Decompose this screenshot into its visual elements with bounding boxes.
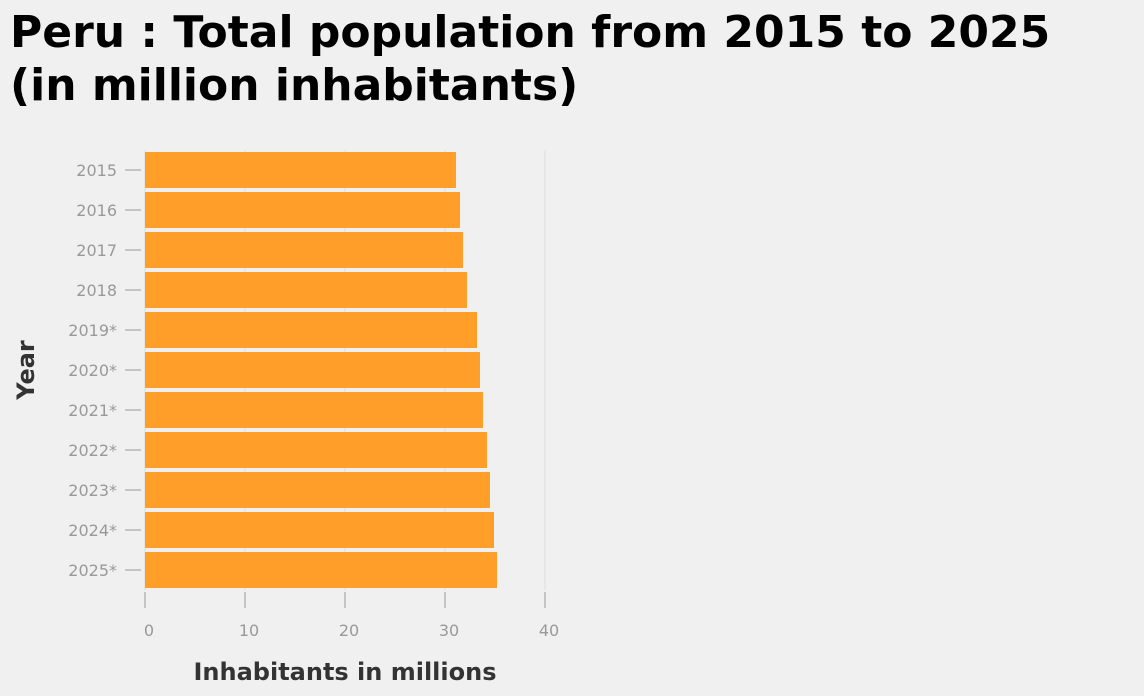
y-tick-label: 2019* — [68, 321, 117, 340]
bar — [145, 552, 497, 588]
bar — [145, 352, 480, 388]
x-tick-label: 0 — [144, 621, 154, 640]
x-tick-label: 10 — [239, 621, 259, 640]
y-tick-label: 2023* — [68, 481, 117, 500]
y-tick-label: 2016 — [76, 201, 117, 220]
x-axis-title: Inhabitants in millions — [193, 658, 496, 686]
bar — [145, 512, 494, 548]
chart-title: Peru : Total population from 2015 to 202… — [10, 7, 1051, 111]
bar — [145, 152, 456, 188]
bar — [145, 232, 463, 268]
x-tick-label: 30 — [439, 621, 459, 640]
bar — [145, 192, 460, 228]
y-tick-label: 2020* — [68, 361, 117, 380]
bar-series — [145, 152, 497, 588]
y-tick-label: 2017 — [76, 241, 117, 260]
y-axis: 2015 2016 2017 2018 2019* 2020* 2021* 2022* 2023… — [68, 161, 141, 580]
y-tick-label: 2015 — [76, 161, 117, 180]
y-tick-label: 2021* — [68, 401, 117, 420]
x-tick-label: 40 — [539, 621, 559, 640]
y-tick-label: 2022* — [68, 441, 117, 460]
bar — [145, 432, 487, 468]
x-tick-label: 20 — [339, 621, 359, 640]
y-tick-label: 2025* — [68, 561, 117, 580]
bar — [145, 472, 490, 508]
bar — [145, 272, 467, 308]
y-tick-label: 2024* — [68, 521, 117, 540]
bar — [145, 392, 483, 428]
x-axis: 0 10 20 30 40 — [144, 592, 559, 640]
y-tick-label: 2018 — [76, 281, 117, 300]
y-axis-title: Year — [12, 340, 40, 401]
bar — [145, 312, 477, 348]
